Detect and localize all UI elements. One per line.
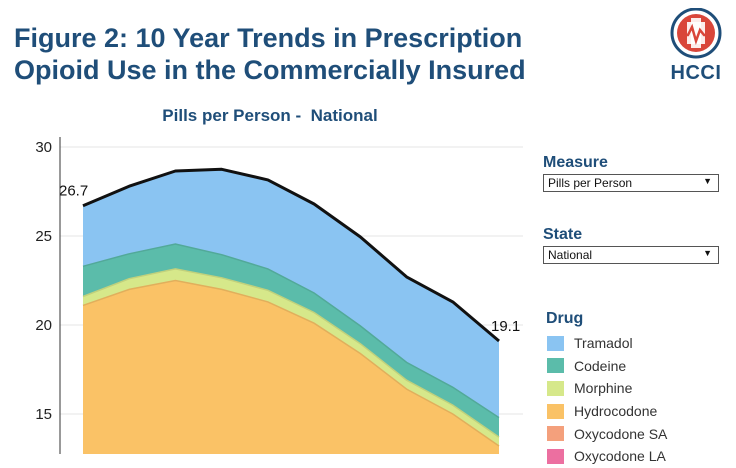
total-line xyxy=(82,167,500,343)
legend-swatch xyxy=(547,448,564,464)
area-edge-morphine xyxy=(82,268,500,438)
page-title: Figure 2: 10 Year Trends in Prescription… xyxy=(14,22,574,86)
hcci-logo: HCCI xyxy=(664,7,728,88)
logo-text: HCCI xyxy=(670,62,722,84)
area-chart: 15 20 25 30 26.7 19.1 xyxy=(35,137,523,454)
legend-swatch xyxy=(547,335,564,351)
state-select[interactable]: National ▼ xyxy=(543,246,719,264)
legend-item-hydrocodone[interactable]: Hydrocodone xyxy=(543,400,673,423)
chevron-down-icon: ▼ xyxy=(703,176,712,186)
legend: Drug Tramadol Codeine Morphine Hydrocodone O… xyxy=(543,306,673,466)
y-tick-label: 20 xyxy=(35,317,52,334)
measure-control: Measure Pills per Person ▼ xyxy=(543,154,728,192)
y-tick-label: 25 xyxy=(35,228,52,245)
area-edge-hydrocodone xyxy=(82,279,500,447)
area-tramadol xyxy=(83,169,499,418)
legend-title: Drug xyxy=(546,310,584,327)
area-codeine xyxy=(83,244,499,438)
state-label: State xyxy=(543,226,583,243)
data-label: 26.7 xyxy=(59,183,88,200)
legend-item-tramadol[interactable]: Tramadol xyxy=(543,332,673,355)
chart-title: Pills per Person - National xyxy=(162,106,378,125)
state-select-value: National xyxy=(548,248,593,262)
area-morphine xyxy=(83,268,499,446)
title-line-1: Figure 2: 10 Year Trends in Prescription xyxy=(14,23,523,53)
legend-label: Tramadol xyxy=(574,335,633,352)
legend-label: Oxycodone LA xyxy=(574,448,666,465)
measure-select-value: Pills per Person xyxy=(548,176,633,190)
legend-label: Hydrocodone xyxy=(574,403,658,420)
legend-item-codeine[interactable]: Codeine xyxy=(543,355,673,378)
legend-label: Codeine xyxy=(574,357,627,374)
legend-label: Oxycodone SA xyxy=(574,425,668,442)
legend-item-oxycodone-la[interactable]: Oxycodone LA xyxy=(543,445,673,468)
legend-item-oxycodone-sa[interactable]: Oxycodone SA xyxy=(543,422,673,445)
chevron-down-icon: ▼ xyxy=(703,248,712,258)
data-label: 19.1 xyxy=(491,318,520,335)
legend-swatch xyxy=(547,380,564,396)
measure-select[interactable]: Pills per Person ▼ xyxy=(543,174,719,192)
y-tick-label: 30 xyxy=(35,139,52,156)
hcci-emblem-icon xyxy=(670,7,722,59)
area-edge-codeine xyxy=(82,243,500,419)
title-line-2: Opioid Use in the Commercially Insured xyxy=(14,55,526,85)
legend-swatch xyxy=(547,403,564,419)
legend-item-morphine[interactable]: Morphine xyxy=(543,377,673,400)
legend-swatch xyxy=(547,426,564,442)
y-tick-label: 15 xyxy=(35,406,52,423)
area-hydrocodone xyxy=(83,280,499,454)
legend-label: Morphine xyxy=(574,380,633,397)
measure-label: Measure xyxy=(543,154,608,171)
legend-swatch xyxy=(547,358,564,374)
state-control: State National ▼ xyxy=(543,226,728,264)
